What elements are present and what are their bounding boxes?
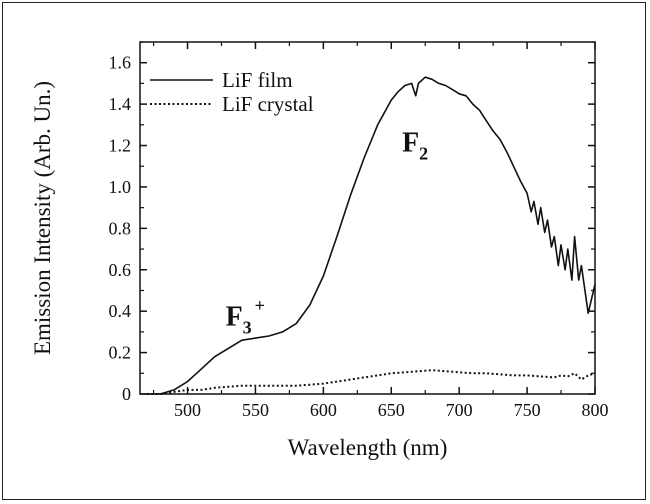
plot-area bbox=[139, 41, 596, 395]
x-tick-label: 600 bbox=[310, 400, 337, 420]
annotation-superscript: + bbox=[255, 296, 265, 316]
series-line-2 bbox=[146, 369, 596, 395]
y-tick-label: 0.6 bbox=[109, 260, 132, 280]
x-tick-label: 800 bbox=[582, 400, 609, 420]
series-line-1 bbox=[146, 76, 596, 395]
annotation-main: F bbox=[226, 302, 243, 333]
y-tick-label: 1.4 bbox=[109, 94, 132, 114]
x-tick-label: 650 bbox=[378, 400, 405, 420]
annotation-subscript: 2 bbox=[419, 144, 428, 164]
x-tick-label: 700 bbox=[446, 400, 473, 420]
annotations: F 3+F 2 bbox=[226, 128, 429, 338]
y-tick-label: 0.8 bbox=[109, 218, 132, 238]
legend-label-2: LiF crystal bbox=[222, 92, 314, 116]
x-tick-label: 750 bbox=[514, 400, 541, 420]
y-tick-label: 1.6 bbox=[109, 53, 132, 73]
annotation-main: F bbox=[402, 128, 419, 159]
x-tick-label: 550 bbox=[242, 400, 269, 420]
y-tick-label: 0 bbox=[122, 384, 131, 404]
series-layer bbox=[146, 76, 596, 395]
y-tick-label: 0.2 bbox=[109, 343, 132, 363]
figure-frame bbox=[2, 2, 646, 500]
x-axis-title: Wavelength (nm) bbox=[288, 435, 448, 460]
x-tick-label: 500 bbox=[174, 400, 201, 420]
y-tick-label: 1.0 bbox=[109, 177, 132, 197]
y-axis-title: Emission Intensity (Arb. Un.) bbox=[30, 81, 55, 355]
legend-label-1: LiF film bbox=[222, 68, 293, 92]
y-tick-label: 1.2 bbox=[109, 136, 132, 156]
peak-annotation-1: F 3+ bbox=[226, 296, 265, 338]
annotation-subscript: 3 bbox=[243, 318, 252, 338]
y-tick-label: 0.4 bbox=[109, 301, 132, 321]
axis-ticks: 500 550 600 650 700 750 800 0 0.2 0.4 0.6 0.8 1.0 1.2… bbox=[109, 41, 609, 420]
